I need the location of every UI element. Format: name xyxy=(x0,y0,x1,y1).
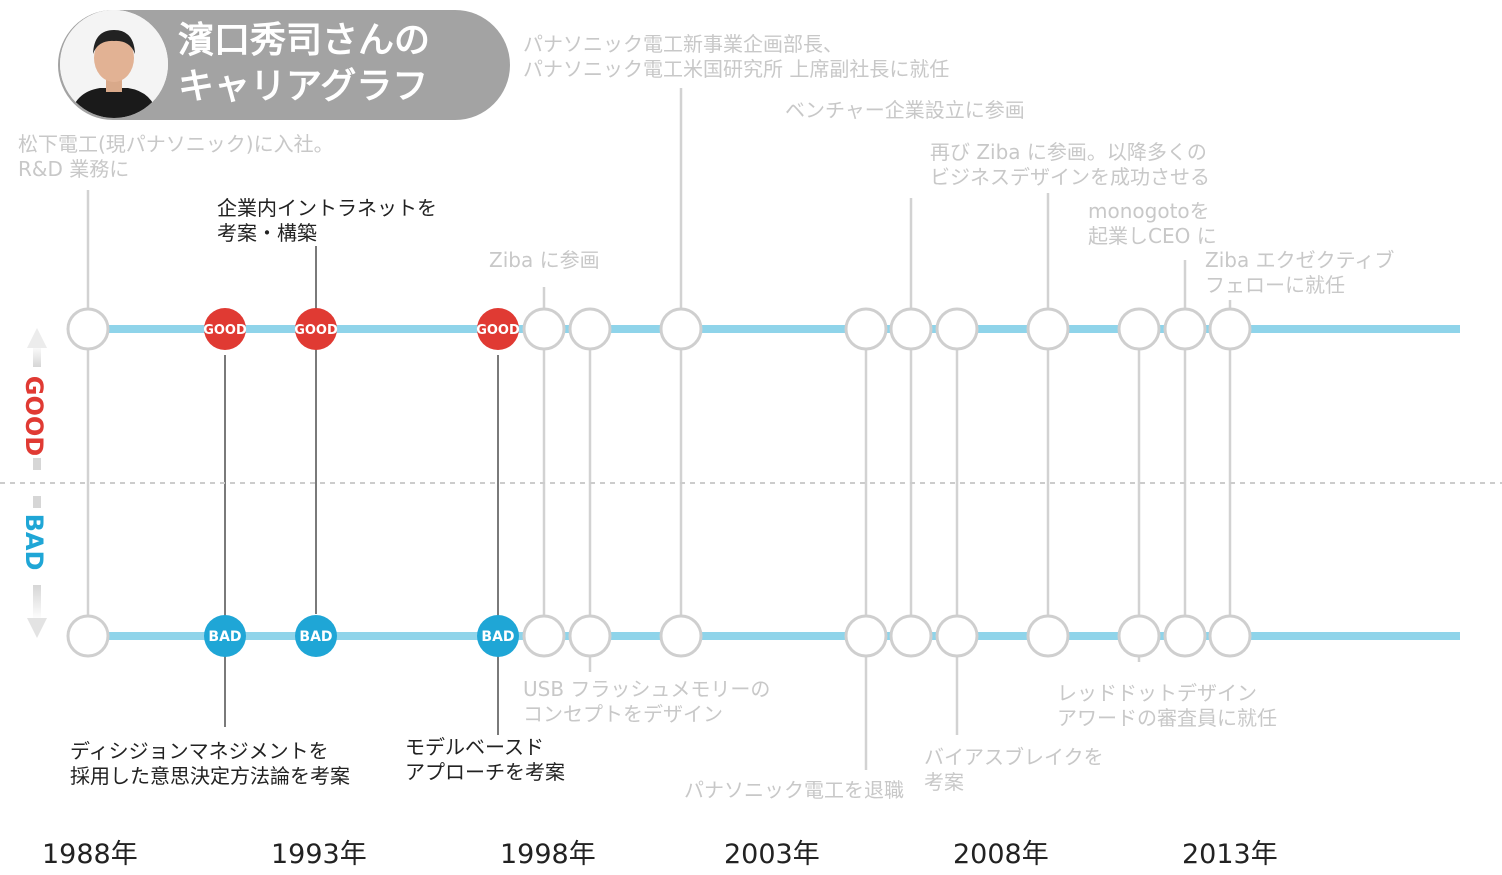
good-node-label: GOOD xyxy=(203,323,247,338)
event-line: 再び Ziba に参画。以降多くの xyxy=(930,140,1207,164)
good-node xyxy=(295,308,337,350)
event-line: パナソニック電工新事業企画部長、 xyxy=(523,32,843,56)
event-line: フェローに就任 xyxy=(1205,273,1345,297)
event-line: 採用した意思決定方法論を考案 xyxy=(70,764,350,788)
event-line: ベンチャー企業設立に参画 xyxy=(785,98,1025,122)
event-line: 起業しCEO に xyxy=(1088,224,1217,248)
empty-node xyxy=(1208,307,1252,351)
legend-bad: BAD xyxy=(20,514,48,571)
empty-node xyxy=(568,307,612,351)
empty-node xyxy=(935,307,979,351)
event-top-label: Ziba に参画 xyxy=(489,248,600,273)
event-line: R&D 業務に xyxy=(18,157,130,181)
good-bad-axis: GOOD BAD xyxy=(0,328,1502,638)
event-line: パナソニック電工を退職 xyxy=(684,778,904,802)
event-top-label: 再び Ziba に参画。以降多くの ビジネスデザインを成功させる xyxy=(930,140,1210,190)
empty-node xyxy=(1117,307,1161,351)
event-line: ディシジョンマネジメントを xyxy=(70,739,329,763)
event-bottom-label: レッドドットデザイン アワードの審査員に就任 xyxy=(1057,681,1277,731)
title-line-1: 濱口秀司さんの xyxy=(178,20,431,61)
event-line: レッドドットデザイン xyxy=(1057,681,1257,705)
empty-node xyxy=(1026,307,1070,351)
axis-shaft-down xyxy=(33,585,41,620)
event-line: モデルベースド xyxy=(405,735,544,759)
bad-node-label: BAD xyxy=(481,629,514,645)
event-top-label: 松下電工(現パナソニック)に入社。 R&D 業務に xyxy=(18,132,334,182)
event-line: Ziba エクゼクティブ xyxy=(1205,248,1395,272)
year-label: 1998年 xyxy=(500,839,596,870)
event-line: パナソニック電工米国研究所 上席副社長に就任 xyxy=(523,57,950,81)
event-line: バイアスブレイクを xyxy=(924,745,1104,769)
empty-node xyxy=(66,614,110,658)
arrow-down-icon xyxy=(27,618,47,638)
arrow-up-icon xyxy=(27,328,47,348)
empty-node xyxy=(568,614,612,658)
year-label: 2003年 xyxy=(724,839,820,870)
page-title: 濱口秀司さんの キャリアグラフ xyxy=(178,18,430,110)
axis-shaft-up xyxy=(33,345,41,367)
good-node xyxy=(204,308,246,350)
bad-node-label: BAD xyxy=(208,629,241,645)
bad-node xyxy=(477,615,519,657)
year-label: 2008年 xyxy=(953,839,1049,870)
year-label: 1988年 xyxy=(42,839,138,870)
year-label: 1993年 xyxy=(271,839,367,870)
empty-node xyxy=(844,307,888,351)
title-line-2: キャリアグラフ xyxy=(178,66,429,107)
event-line: USB フラッシュメモリーの xyxy=(523,677,771,701)
empty-node xyxy=(659,307,703,351)
empty-node xyxy=(66,307,110,351)
good-node-label: GOOD xyxy=(294,323,338,338)
empty-node xyxy=(1163,614,1207,658)
legend-good: GOOD xyxy=(20,376,48,456)
event-bottom-label: バイアスブレイクを 考案 xyxy=(924,745,1104,795)
axis-shaft-mid-2 xyxy=(33,496,41,508)
empty-node xyxy=(935,614,979,658)
event-line: 考案・構築 xyxy=(217,221,317,245)
empty-node xyxy=(1208,614,1252,658)
person-portrait-icon xyxy=(60,10,168,118)
event-line: 考案 xyxy=(924,770,964,794)
event-bottom-label: USB フラッシュメモリーの コンセプトをデザイン xyxy=(523,677,770,727)
empty-node xyxy=(1117,614,1161,658)
empty-node xyxy=(522,307,566,351)
event-top-label: 企業内イントラネットを 考案・構築 xyxy=(217,196,437,246)
event-line: アプローチを考案 xyxy=(405,760,565,784)
empty-node xyxy=(889,307,933,351)
empty-node xyxy=(659,614,703,658)
empty-node xyxy=(522,614,566,658)
good-node-label: GOOD xyxy=(476,323,520,338)
event-line: アワードの審査員に就任 xyxy=(1057,706,1277,730)
event-line: 松下電工(現パナソニック)に入社。 xyxy=(18,132,334,156)
event-line: 企業内イントラネットを xyxy=(217,196,437,220)
event-line: コンセプトをデザイン xyxy=(523,702,723,726)
empty-node xyxy=(844,614,888,658)
event-line: monogotoを xyxy=(1088,199,1210,223)
event-top-label: パナソニック電工新事業企画部長、 パナソニック電工米国研究所 上席副社長に就任 xyxy=(523,32,949,82)
event-bottom-label: モデルベースド アプローチを考案 xyxy=(405,735,565,785)
year-label: 2013年 xyxy=(1182,839,1278,870)
bad-node xyxy=(204,615,246,657)
good-node xyxy=(477,308,519,350)
event-top-label: Ziba エクゼクティブ フェローに就任 xyxy=(1205,248,1394,298)
event-line: ビジネスデザインを成功させる xyxy=(930,165,1210,189)
event-line: Ziba に参画 xyxy=(489,248,600,272)
event-bottom-label: パナソニック電工を退職 xyxy=(684,778,904,803)
event-bottom-label: ディシジョンマネジメントを 採用した意思決定方法論を考案 xyxy=(70,739,350,789)
event-top-label: monogotoを 起業しCEO に xyxy=(1088,199,1217,249)
empty-node xyxy=(1163,307,1207,351)
avatar xyxy=(60,10,168,118)
bad-node-label: BAD xyxy=(299,629,332,645)
empty-node xyxy=(889,614,933,658)
bad-node xyxy=(295,615,337,657)
event-top-label: ベンチャー企業設立に参画 xyxy=(785,98,1025,123)
empty-node xyxy=(1026,614,1070,658)
axis-shaft-mid xyxy=(33,458,41,470)
